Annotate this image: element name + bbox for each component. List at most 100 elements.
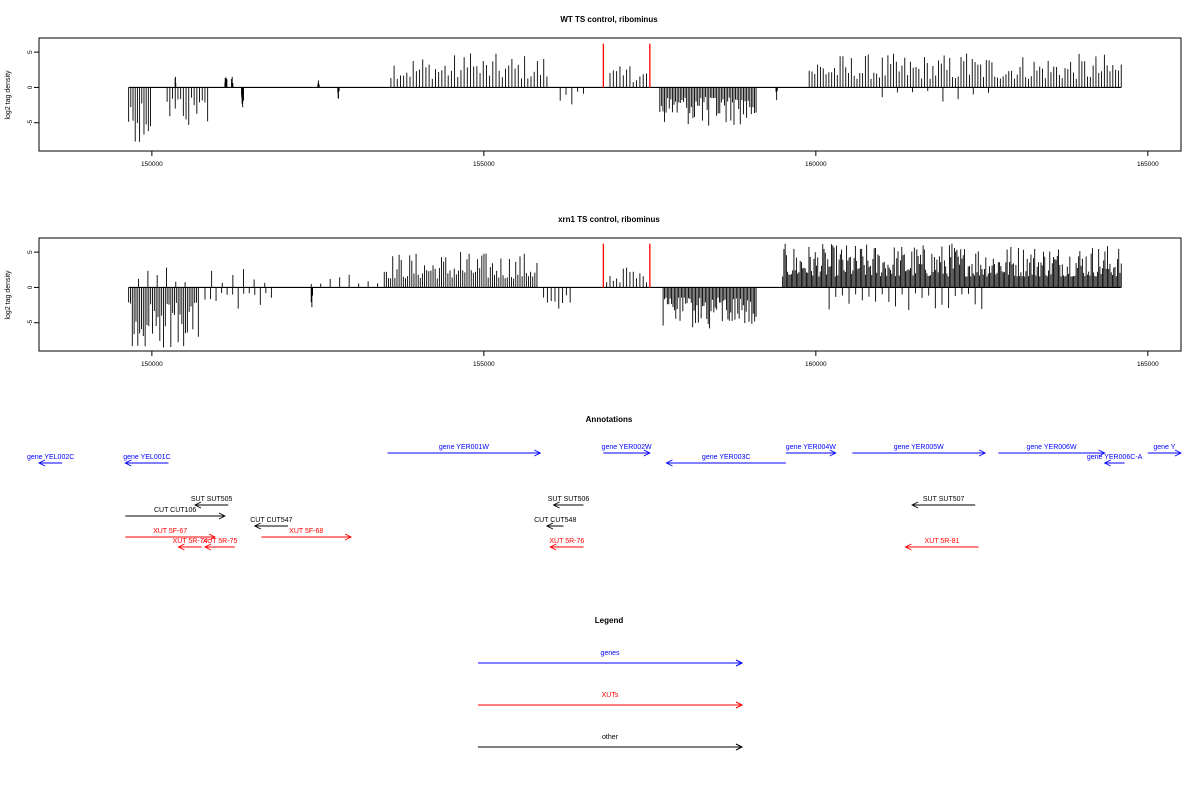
arrowhead-icon [643,449,651,457]
feature-label: XUT 5R-81 [925,538,960,545]
arrowhead-icon [177,543,185,551]
annotation-feature: gene YEL001C [123,454,171,467]
y-tick-label: 0 [27,85,34,89]
y-tick-label: 5 [27,50,34,54]
arrowhead-icon [1098,449,1106,457]
arrowhead-icon [829,449,837,457]
feature-label: gene YER004W [786,444,836,451]
x-tick-label: 150000 [141,361,163,368]
annotation-feature: CUT CUT548 [534,517,576,530]
panel-wt-axes: 150000 155000 160000 165000 -5 0 5 [27,50,1159,168]
annotation-feature: SUT SUT506 [548,496,590,509]
arrowhead-icon [203,543,212,551]
arrowhead-icon [534,449,542,457]
annotation-feature: gene YER006W [998,444,1106,457]
y-tick-label: 5 [27,250,34,254]
feature-label: CUT CUT548 [534,517,576,524]
annotation-features: gene YEL002C gene YEL001C gene YER001W gene… [27,444,1183,551]
annotations-title: Annotations [586,415,633,424]
feature-label: gene YER003C [702,454,751,461]
feature-label: CUT CUT106 [154,507,196,514]
legend-label: XUTs [602,692,619,699]
arrowhead-icon [552,501,560,509]
x-tick-label: 160000 [805,161,827,168]
legend-items: genes XUTs other [478,650,744,751]
arrowhead-icon [665,459,673,467]
annotation-feature: XUT 5R-75 [202,538,237,551]
arrowhead-icon [124,459,132,467]
annotation-feature: gene YER002W [602,444,652,457]
feature-label: XUT 5R-74 [173,538,208,545]
feature-label: SUT SUT505 [191,496,233,503]
arrowhead-icon [978,449,987,457]
arrowhead-icon [37,459,46,467]
annotation-feature: gene YER004W [786,444,837,457]
legend-item: genes [478,650,744,667]
x-tick-label: 155000 [473,161,495,168]
arrowhead-icon [911,501,919,509]
panel-xrn1-ylabel: log2 tag density [5,270,12,320]
arrowhead-icon [1174,449,1183,457]
x-tick-label: 155000 [473,361,495,368]
panel-wt: WT TS control, ribominus log2 tag densit… [5,15,1182,168]
feature-label: gene YER006W [1026,444,1076,451]
arrowhead-icon [208,533,216,541]
panel-xrn1: xrn1 TS control, ribominus log2 tag dens… [5,215,1182,368]
feature-label: gene Y [1153,444,1175,451]
arrowhead-icon [1103,459,1111,467]
panel-wt-frame [38,37,1182,152]
feature-label: XUT 5F-67 [153,528,187,535]
panel-xrn1-title: xrn1 TS control, ribominus [558,215,660,224]
arrowhead-icon [253,522,261,530]
feature-label: gene YEL002C [27,454,74,461]
x-tick-label: 160000 [805,361,827,368]
panel-xrn1-axes: 150000 155000 160000 165000 -5 0 5 [27,250,1159,368]
y-tick-label: -5 [27,119,34,125]
panel-wt-plot-area [128,43,1122,142]
arrowhead-icon [218,512,226,520]
annotation-feature: XUT 5R-81 [904,538,979,551]
feature-label: gene YER006C-A [1087,454,1143,461]
legend: Legend genes XUTs other [478,616,744,751]
x-tick-label: 165000 [1137,361,1159,368]
legend-title: Legend [595,616,624,625]
x-tick-label: 150000 [141,161,163,168]
panel-wt-title: WT TS control, ribominus [560,15,658,24]
annotation-feature: XUT 5R-74 [173,538,208,551]
annotation-feature: gene Y [1147,444,1183,457]
feature-label: CUT CUT547 [250,517,292,524]
annotation-feature: XUT 5R-76 [549,538,584,551]
arrowhead-icon [735,659,744,667]
feature-label: XUT 5R-76 [549,538,584,545]
panel-wt-ylabel: log2 tag density [5,70,12,120]
annotation-feature: gene YER003C [665,454,786,467]
feature-label: SUT SUT506 [548,496,590,503]
arrowhead-icon [735,743,744,751]
legend-item: XUTs [478,692,744,709]
annotation-feature: gene YEL002C [27,454,74,467]
panel-xrn1-frame [38,237,1182,352]
x-tick-label: 165000 [1137,161,1159,168]
feature-label: XUT 5R-75 [202,538,237,545]
annotation-feature: XUT 5F-68 [261,528,353,541]
feature-label: gene YER001W [439,444,489,451]
arrowhead-icon [545,522,554,530]
feature-label: gene YER002W [602,444,652,451]
arrowhead-icon [549,543,557,551]
arrowhead-icon [194,501,202,509]
annotations-track: Annotations gene YEL002C gene YEL001Cgene… [27,415,1183,551]
legend-item: other [478,734,744,751]
y-tick-label: -5 [27,319,34,325]
feature-label: XUT 5F-68 [289,528,323,535]
feature-label: gene YEL001C [123,454,170,461]
annotation-feature: gene YER001W [387,444,542,457]
annotation-feature: SUT SUT507 [911,496,976,509]
legend-label: genes [600,650,620,657]
feature-label: gene YER005W [894,444,944,451]
arrowhead-icon [344,533,353,541]
arrowhead-icon [735,701,744,709]
annotation-feature: CUT CUT106 [125,507,226,520]
annotation-feature: gene YER006C-A [1087,454,1143,467]
y-tick-label: 0 [27,285,34,289]
